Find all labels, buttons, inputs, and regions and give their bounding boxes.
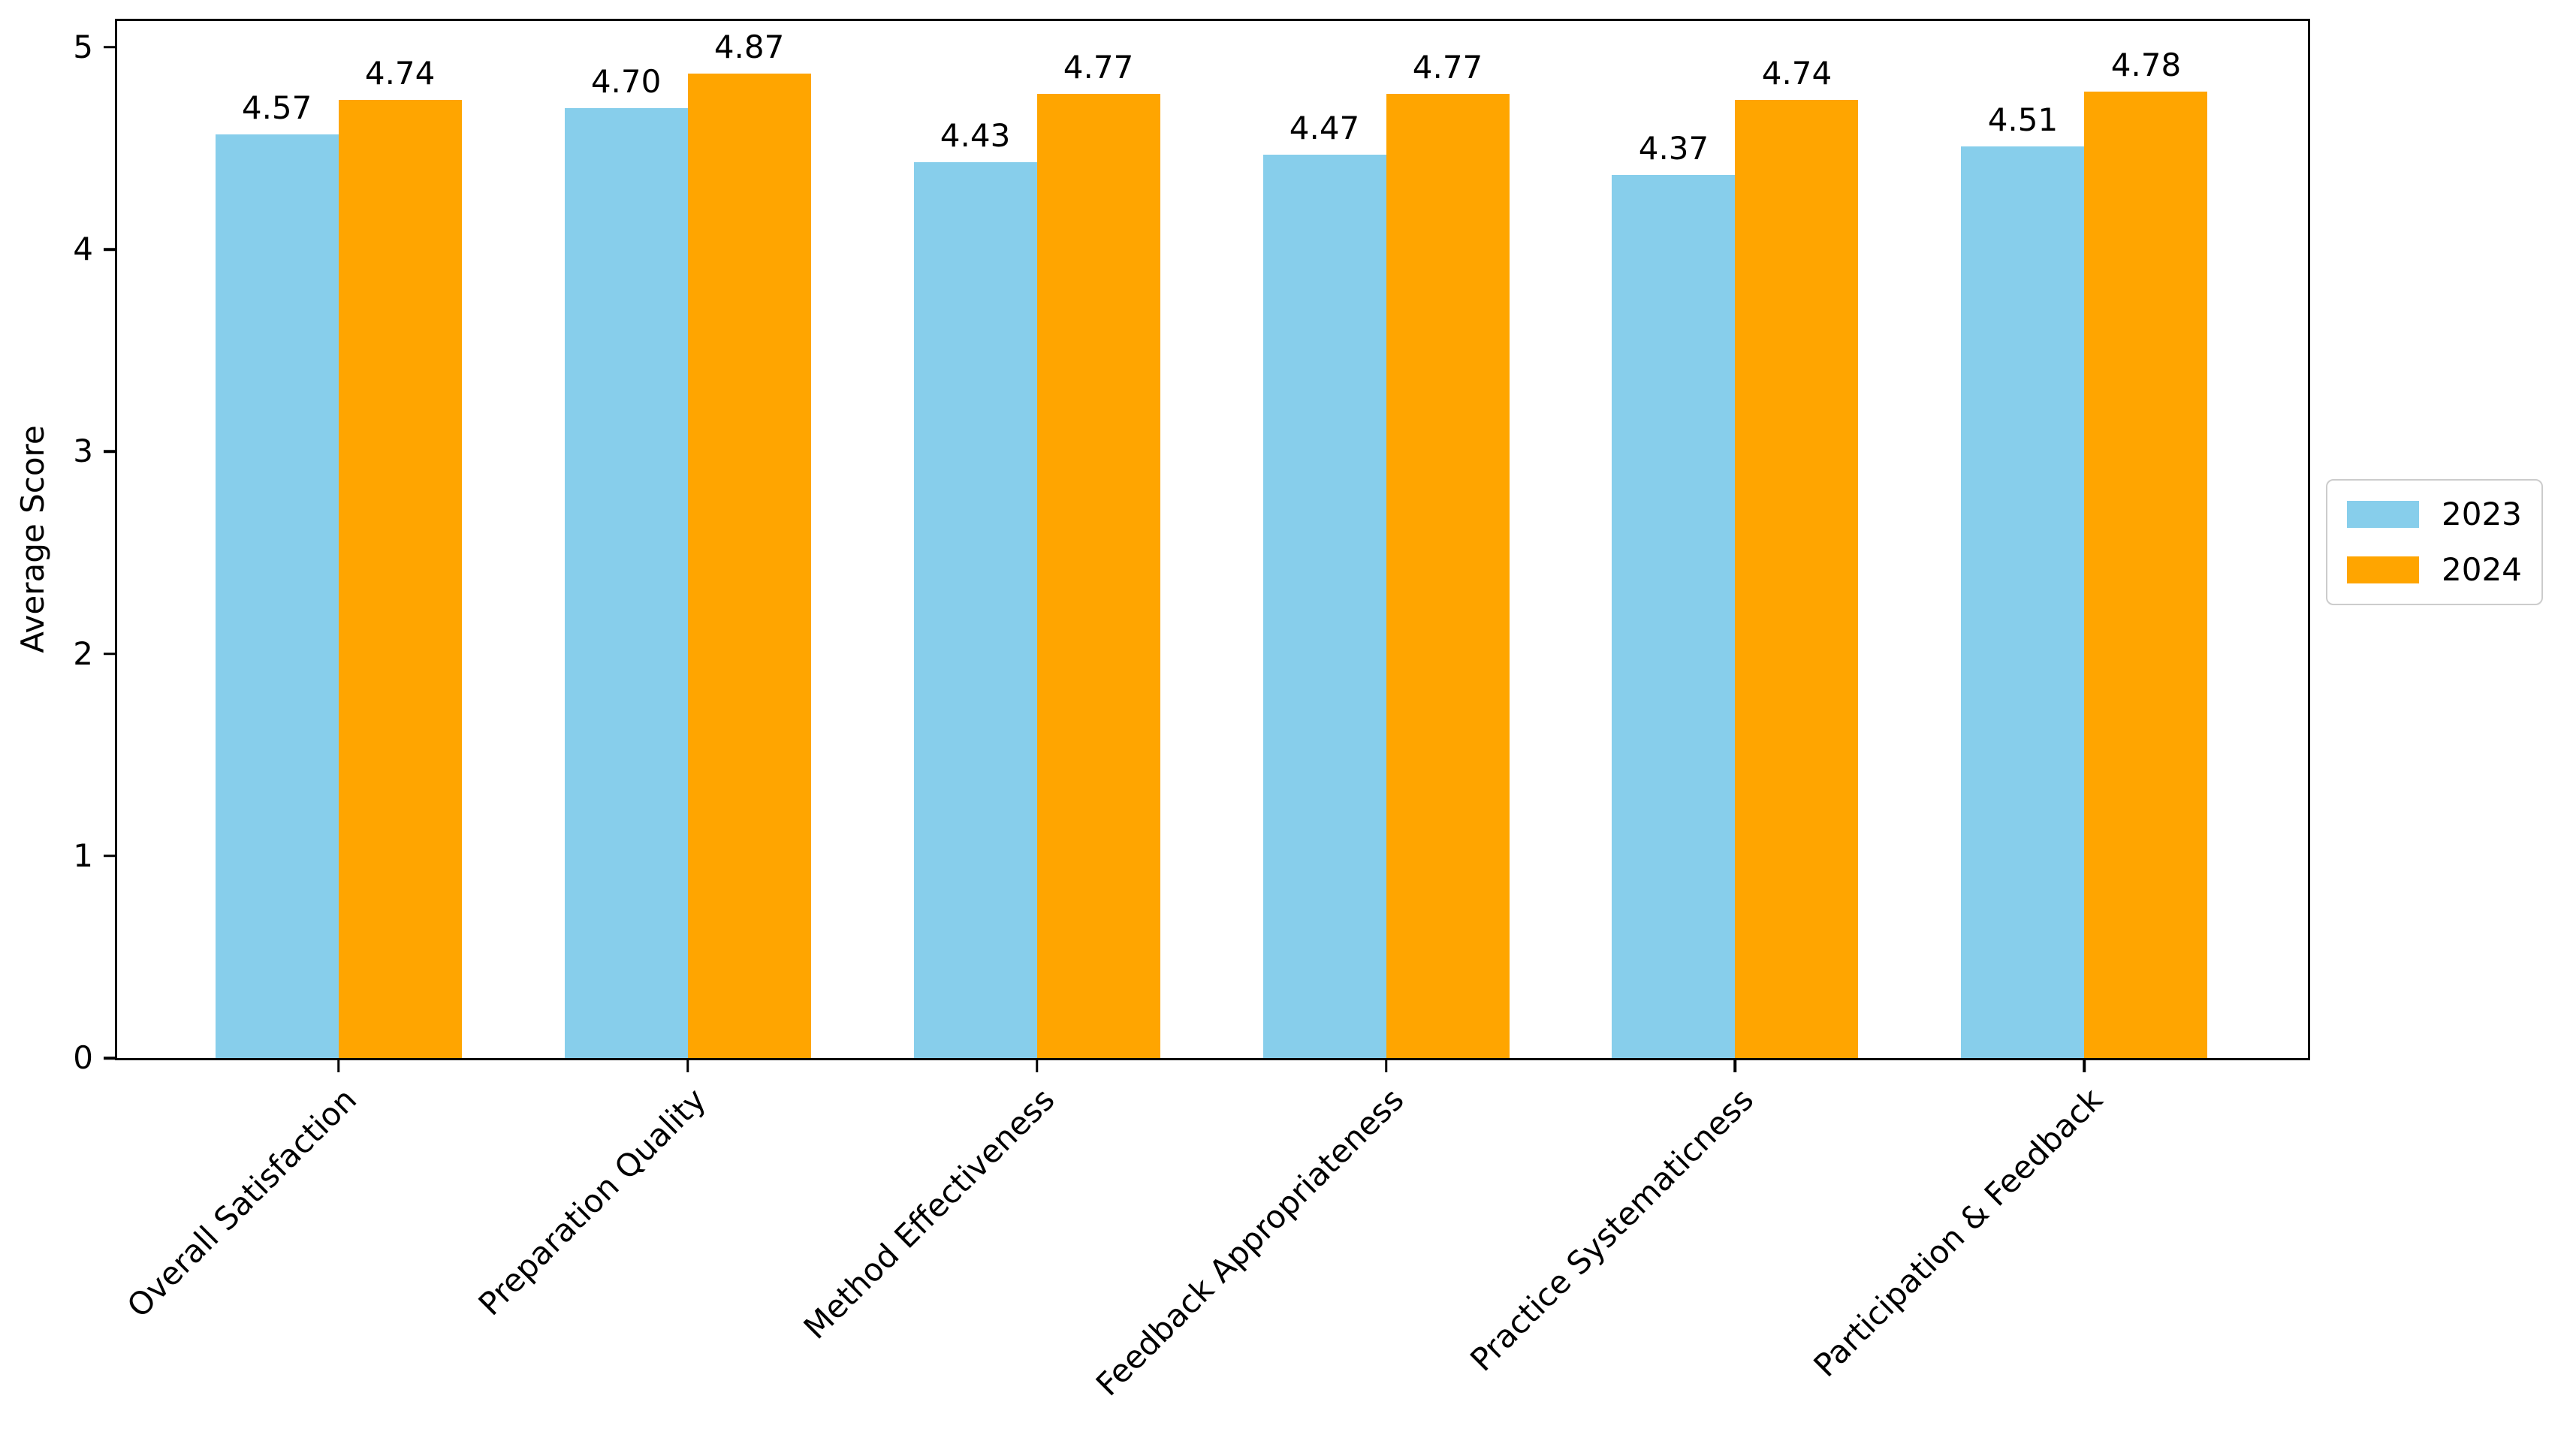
y-tick-mark xyxy=(104,248,116,251)
y-axis-title: Average Score xyxy=(14,425,51,653)
legend: 2023 2024 xyxy=(2326,479,2543,605)
legend-item: 2023 xyxy=(2347,499,2522,530)
bar-2024 xyxy=(1036,93,1160,1058)
bar-value-label: 4.70 xyxy=(590,62,662,100)
bar-2024 xyxy=(687,74,811,1058)
plot-area: 0 1 2 3 4 5 Overall Satisfaction 4.57 4.74 Prepar… xyxy=(73,19,2310,1403)
bar-2024 xyxy=(2084,92,2208,1058)
y-tick-label: 2 xyxy=(73,635,93,672)
y-tick-label: 1 xyxy=(73,837,93,874)
bar-2023 xyxy=(1612,174,1736,1058)
y-tick-label: 3 xyxy=(73,433,93,470)
bar-2023 xyxy=(564,107,688,1058)
bar-value-label: 4.43 xyxy=(940,117,1011,155)
y-tick-label: 4 xyxy=(73,231,93,268)
x-category-label: Feedback Appropriateness xyxy=(1089,1081,1411,1403)
bar-value-label: 4.77 xyxy=(1412,48,1483,86)
x-category-label: Practice Systematicness xyxy=(1462,1081,1760,1379)
x-tick-mark xyxy=(336,1060,340,1072)
y-tick-mark xyxy=(104,652,116,656)
legend-label: 2024 xyxy=(2442,551,2522,588)
y-tick-mark xyxy=(104,1057,116,1060)
bar-value-label: 4.51 xyxy=(1987,101,2059,138)
bar-2024 xyxy=(338,100,462,1058)
legend-item: 2024 xyxy=(2347,554,2522,586)
y-tick-mark xyxy=(104,46,116,49)
x-tick-mark xyxy=(1384,1060,1388,1072)
x-category-label: Participation & Feedback xyxy=(1806,1081,2110,1385)
x-tick-mark xyxy=(1035,1060,1039,1072)
bar-2024 xyxy=(1386,93,1510,1058)
bar-value-label: 4.87 xyxy=(713,29,785,65)
y-tick-label: 5 xyxy=(73,28,93,65)
y-tick-mark xyxy=(104,855,116,858)
bar-2023 xyxy=(215,134,339,1058)
x-tick-mark xyxy=(2083,1060,2086,1072)
x-tick-mark xyxy=(686,1060,689,1072)
bar-value-label: 4.74 xyxy=(364,55,436,92)
bar-value-label: 4.74 xyxy=(1761,55,1832,92)
x-category-label: Overall Satisfaction xyxy=(119,1081,363,1325)
bar-value-label: 4.47 xyxy=(1289,109,1360,146)
bar-value-label: 4.78 xyxy=(2110,47,2182,84)
bar-2023 xyxy=(1262,154,1386,1058)
bar-value-label: 4.37 xyxy=(1638,129,1709,167)
x-category-label: Preparation Quality xyxy=(471,1081,713,1323)
legend-swatch-2024 xyxy=(2347,556,2419,583)
bar-2023 xyxy=(913,162,1037,1058)
x-category-label: Method Effectiveness xyxy=(796,1081,1062,1346)
bar-2023 xyxy=(1961,146,2085,1058)
bar-value-label: 4.57 xyxy=(241,89,312,126)
bar-2024 xyxy=(1735,100,1859,1058)
legend-swatch-2023 xyxy=(2347,501,2419,528)
legend-label: 2023 xyxy=(2442,496,2522,532)
y-tick-label: 0 xyxy=(73,1039,93,1076)
y-tick-mark xyxy=(104,450,116,454)
x-tick-mark xyxy=(1733,1060,1737,1072)
bar-value-label: 4.77 xyxy=(1063,48,1134,86)
